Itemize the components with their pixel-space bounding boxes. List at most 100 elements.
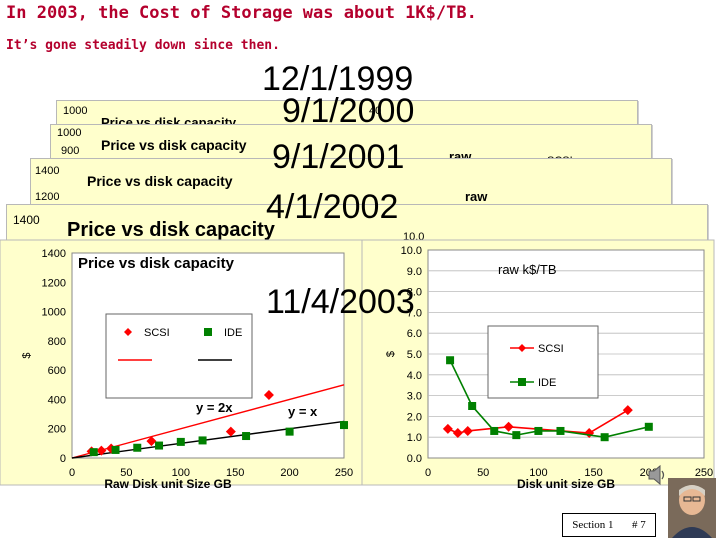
legend-label: SCSI bbox=[538, 343, 564, 355]
data-point bbox=[622, 405, 633, 416]
x-tick-label: 150 bbox=[584, 467, 602, 479]
date-label-2003: 11/4/2003 bbox=[266, 283, 415, 321]
date-label-2002: 4/1/2002 bbox=[266, 188, 399, 226]
y-tick-label: 600 bbox=[48, 365, 66, 377]
series-line bbox=[449, 359, 649, 439]
x-axis-label: Disk unit size GB bbox=[517, 477, 615, 491]
legend-label: IDE bbox=[538, 377, 556, 389]
x-tick-label: 200 bbox=[280, 467, 298, 479]
y-tick-label: 2.0 bbox=[407, 411, 422, 423]
data-point bbox=[111, 445, 120, 454]
legend-marker bbox=[204, 328, 212, 336]
data-point bbox=[503, 421, 514, 432]
y-tick-label: 9.0 bbox=[407, 266, 422, 278]
data-point bbox=[452, 428, 463, 439]
speaker-icon[interactable] bbox=[646, 462, 668, 488]
data-point bbox=[146, 436, 157, 447]
data-point bbox=[468, 402, 477, 410]
chart-snapshot-title: Price vs disk capacity bbox=[87, 173, 233, 189]
y-tick-label: 10.0 bbox=[401, 245, 422, 257]
y-tick-label: 200 bbox=[48, 424, 66, 436]
y-tick-label: 900 bbox=[61, 145, 80, 157]
date-label-1999: 12/1/1999 bbox=[262, 60, 414, 98]
data-point bbox=[263, 390, 274, 401]
y-tick-label: 1000 bbox=[57, 127, 82, 139]
chart-title: Price vs disk capacity bbox=[78, 255, 235, 272]
data-point bbox=[644, 422, 653, 431]
y-tick-label: 800 bbox=[48, 336, 66, 348]
legend-label: IDE bbox=[224, 327, 242, 339]
y-axis-label: $ bbox=[21, 352, 33, 358]
legend-marker bbox=[124, 328, 132, 336]
page-number: # 7 bbox=[632, 519, 646, 531]
data-point bbox=[512, 431, 521, 440]
data-point bbox=[446, 356, 455, 365]
x-tick-label: 0 bbox=[425, 467, 431, 479]
data-point bbox=[556, 426, 565, 435]
y-tick-label: 1400 bbox=[42, 248, 66, 260]
date-label-2001: 9/1/2001 bbox=[272, 138, 405, 176]
data-point bbox=[133, 443, 142, 452]
y-tick-label: 6.0 bbox=[407, 328, 422, 340]
x-axis-label: Raw Disk unit Size GB bbox=[104, 477, 232, 491]
x-tick-label: 250 bbox=[695, 467, 713, 479]
legend-marker bbox=[518, 344, 526, 352]
y-tick-label: 8.0 bbox=[407, 287, 422, 299]
x-tick-label: 0 bbox=[69, 467, 75, 479]
y-tick-label: 0 bbox=[60, 453, 66, 465]
x-tick-label: 50 bbox=[477, 467, 489, 479]
x-tick-label: 150 bbox=[226, 467, 244, 479]
legend-marker bbox=[518, 378, 526, 386]
data-point bbox=[225, 426, 236, 437]
data-point bbox=[285, 427, 294, 436]
y-axis-label: $ bbox=[385, 351, 397, 357]
x-tick-label: 100 bbox=[172, 467, 190, 479]
date-label-2000: 9/1/2000 bbox=[282, 92, 415, 130]
x-tick-label: 250 bbox=[335, 467, 353, 479]
legend-box bbox=[105, 313, 253, 399]
data-point bbox=[490, 426, 499, 435]
trendline-label: y = 2x bbox=[196, 400, 233, 415]
chart-snapshot-title: Price vs disk capacity bbox=[101, 137, 247, 153]
chart-title: raw k$/TB bbox=[498, 262, 557, 277]
data-point bbox=[176, 437, 185, 446]
data-point bbox=[96, 445, 107, 456]
data-point bbox=[462, 425, 473, 436]
raw-label: raw bbox=[465, 189, 488, 204]
data-point bbox=[155, 441, 164, 450]
y-tick-label: 0.0 bbox=[407, 453, 422, 465]
data-point bbox=[89, 448, 98, 457]
legend-box bbox=[487, 325, 599, 399]
data-point bbox=[242, 432, 251, 441]
y-tick-label: 7.0 bbox=[407, 307, 422, 319]
x-tick-label: 50 bbox=[120, 467, 132, 479]
slide-footer: Section 1 # 7 bbox=[562, 513, 656, 537]
y-tick-label: 400 bbox=[48, 394, 66, 406]
y-tick-label: 1200 bbox=[35, 191, 60, 203]
y-tick-label: 1000 bbox=[63, 105, 88, 117]
data-point bbox=[600, 433, 609, 442]
slide-subtitle: It’s gone steadily down since then. bbox=[6, 38, 280, 53]
y-tick-label: 1200 bbox=[42, 277, 66, 289]
data-point bbox=[198, 436, 207, 445]
slide-title: In 2003, the Cost of Storage was about 1… bbox=[6, 3, 477, 23]
trendline-label: y = x bbox=[288, 404, 318, 419]
y-tick-label: 4.0 bbox=[407, 370, 422, 382]
section-label: Section 1 bbox=[572, 519, 614, 531]
trendline bbox=[71, 384, 345, 459]
x-tick-label: 100 bbox=[529, 467, 547, 479]
data-point bbox=[442, 423, 453, 434]
y-tick-label: 40 bbox=[369, 105, 382, 117]
data-point bbox=[534, 426, 543, 435]
legend-label: SCSI bbox=[144, 327, 170, 339]
data-point bbox=[340, 421, 348, 430]
y-tick-label: 5.0 bbox=[407, 349, 422, 361]
presenter-photo-icon bbox=[668, 478, 716, 538]
y-tick-label: 1.0 bbox=[407, 432, 422, 444]
y-tick-label: 1400 bbox=[13, 213, 40, 227]
chart-snapshot-title: Price vs disk capacity bbox=[67, 219, 275, 241]
y-tick-label: 1400 bbox=[35, 165, 60, 177]
y-tick-label: 3.0 bbox=[407, 391, 422, 403]
y-tick-label: 1000 bbox=[42, 307, 66, 319]
